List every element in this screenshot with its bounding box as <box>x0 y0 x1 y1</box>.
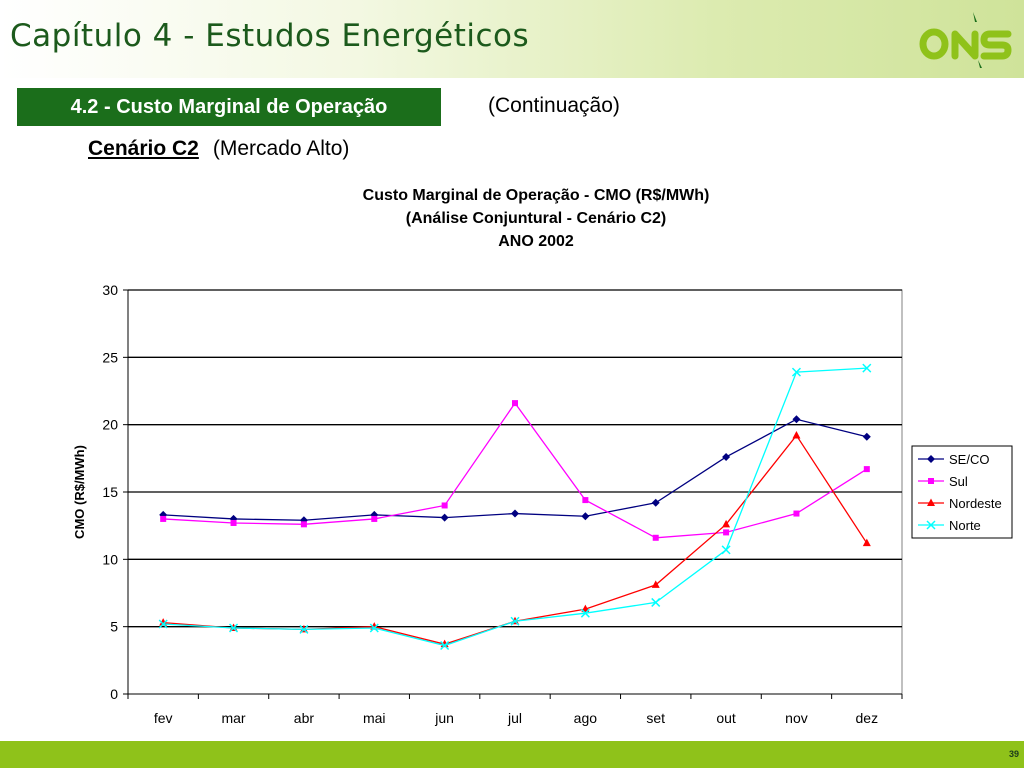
page-title: Capítulo 4 - Estudos Energéticos <box>10 18 530 54</box>
x-tick-label: mai <box>363 710 386 726</box>
page-number: 39 <box>1008 749 1019 759</box>
scenario-description: (Mercado Alto) <box>212 137 350 160</box>
y-tick-label: 5 <box>110 619 118 635</box>
data-point <box>580 608 590 618</box>
data-point <box>582 497 589 504</box>
data-point <box>369 623 379 633</box>
x-tick-label: nov <box>785 710 808 726</box>
x-tick-label: fev <box>154 710 173 726</box>
y-axis-label: CMO (R$/MWh) <box>72 445 87 539</box>
data-point <box>160 515 167 522</box>
x-tick-label: set <box>646 710 665 726</box>
data-point <box>510 616 520 626</box>
data-point <box>862 432 871 441</box>
y-tick-label: 0 <box>110 686 118 702</box>
legend-label: Nordeste <box>949 496 1002 511</box>
data-point <box>440 640 450 651</box>
data-point <box>792 415 801 424</box>
y-tick-label: 30 <box>102 282 118 298</box>
data-point <box>722 452 731 461</box>
data-point <box>440 513 449 522</box>
data-point <box>721 545 731 555</box>
legend-label: SE/CO <box>949 452 989 467</box>
data-point <box>862 538 871 547</box>
data-point <box>512 400 518 407</box>
data-point <box>300 521 307 528</box>
x-tick-label: dez <box>856 710 879 726</box>
data-point <box>651 580 660 588</box>
data-point <box>927 455 935 463</box>
x-tick-label: mar <box>221 710 245 726</box>
legend: SE/CO Sul Nordeste Norte <box>911 445 1013 539</box>
series-sul <box>160 400 870 541</box>
data-point <box>791 367 801 377</box>
footer-bar: 39 <box>0 741 1024 768</box>
data-point <box>651 597 661 607</box>
x-tick-label: jul <box>507 710 522 726</box>
data-point <box>928 478 934 484</box>
data-point <box>652 534 659 541</box>
y-tick-label: 10 <box>102 551 118 567</box>
x-tick-label: jun <box>434 710 454 726</box>
x-tick-label: out <box>716 710 736 726</box>
continuation-label: (Continuação) <box>488 94 620 117</box>
legend-label: Norte <box>949 518 981 533</box>
series-norte <box>158 363 872 651</box>
data-point <box>722 519 731 528</box>
data-point <box>511 509 519 518</box>
y-tick-label: 20 <box>102 417 118 433</box>
data-point <box>441 502 448 509</box>
x-tick-label: abr <box>294 710 315 726</box>
scenario-name: Cenário C2 <box>88 137 199 160</box>
chart-title-line: (Análise Conjuntural - Cenário C2) <box>406 210 666 227</box>
chart-title-line: ANO 2002 <box>498 233 574 250</box>
ons-logo <box>919 12 1012 68</box>
data-point <box>863 466 870 473</box>
y-tick-label: 25 <box>102 349 118 365</box>
data-point <box>793 510 800 517</box>
y-tick-label: 15 <box>102 484 118 500</box>
scenario-heading: Cenário C2 (Mercado Alto) <box>88 137 349 161</box>
data-point <box>299 624 309 634</box>
data-point <box>927 498 935 506</box>
cmo-line-chart: Custo Marginal de Operação - CMO (R$/MWh… <box>72 187 1013 726</box>
data-point <box>792 430 801 439</box>
chart-title-line: Custo Marginal de Operação - CMO (R$/MWh… <box>363 187 710 204</box>
data-point <box>230 519 237 526</box>
data-point <box>371 515 378 522</box>
data-point <box>723 529 730 536</box>
legend-label: Sul <box>949 474 968 489</box>
header-banner: Capítulo 4 - Estudos Energéticos <box>0 0 1024 78</box>
data-point <box>651 498 660 507</box>
data-point <box>862 363 872 373</box>
data-point <box>158 619 168 629</box>
series-se-co <box>159 415 871 525</box>
section-label: 4.2 - Custo Marginal de Operação <box>17 88 441 126</box>
data-point <box>229 623 239 633</box>
data-point <box>926 520 936 530</box>
data-point <box>581 512 590 521</box>
x-tick-label: ago <box>574 710 598 726</box>
